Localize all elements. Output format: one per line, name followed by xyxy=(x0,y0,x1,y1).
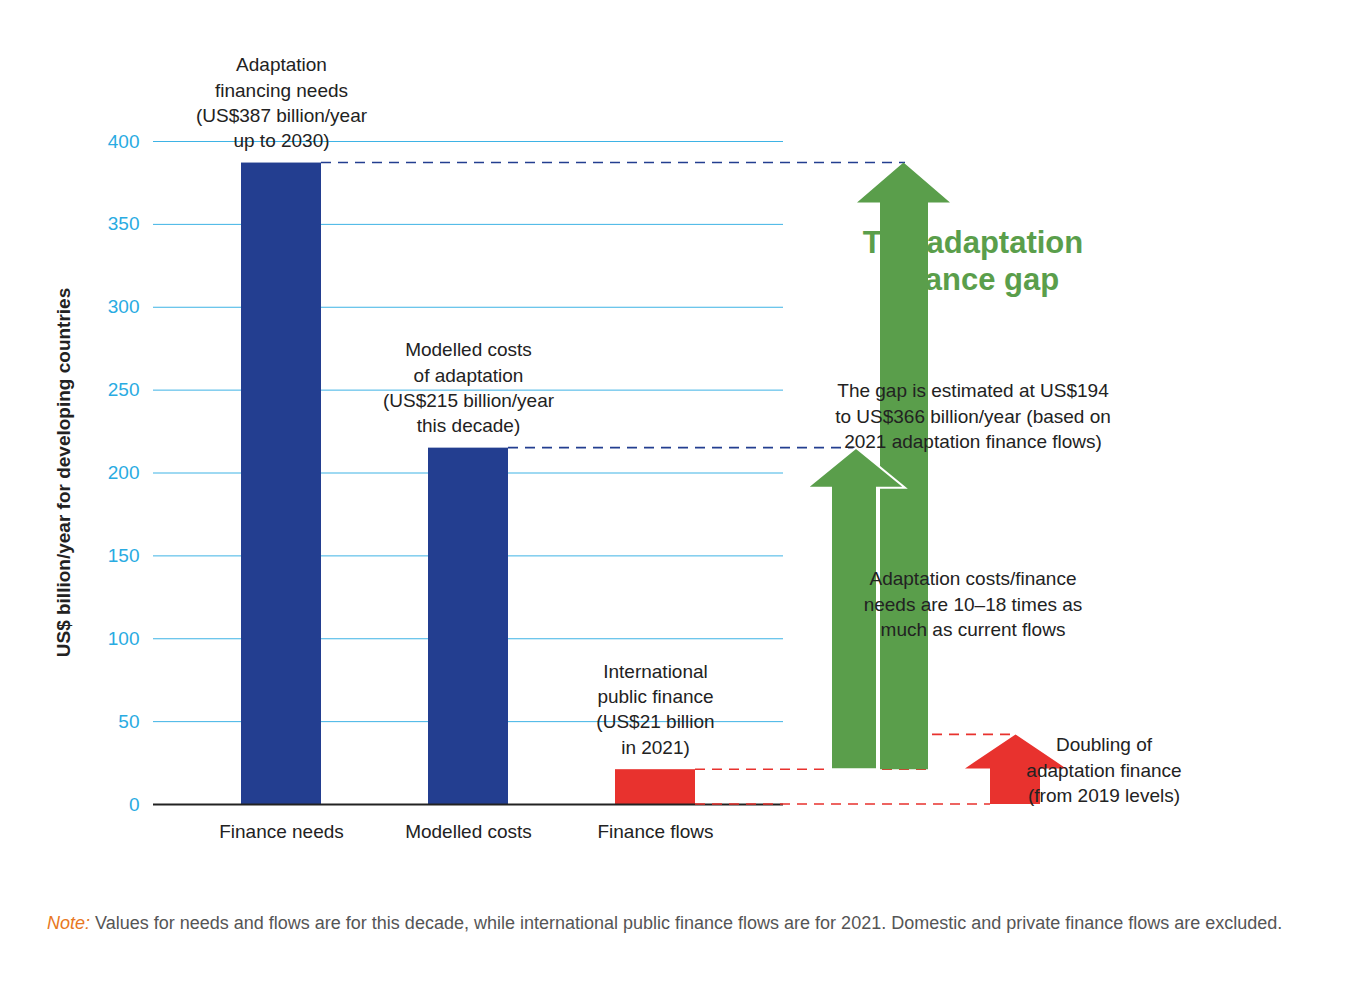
svg-text:Finance needs: Finance needs xyxy=(219,821,344,842)
svg-text:250: 250 xyxy=(108,379,140,400)
svg-text:100: 100 xyxy=(108,628,140,649)
svg-text:Adaptation costs/financeneeds: Adaptation costs/financeneeds are 10–18 … xyxy=(864,568,1083,640)
svg-text:Internationalpublic finance(US: Internationalpublic finance(US$21 billio… xyxy=(596,661,714,758)
svg-text:0: 0 xyxy=(129,794,140,815)
html-text:Note: Values for needs and flo: Note: Values for needs and flows are for… xyxy=(47,913,1283,933)
svg-text:US$ billion/year for developin: US$ billion/year for developing countrie… xyxy=(53,288,74,658)
svg-text:Adaptationfinancing needs(US$3: Adaptationfinancing needs(US$387 billion… xyxy=(196,54,368,151)
svg-text:Modelled costs: Modelled costs xyxy=(405,821,532,842)
svg-text:The adaptationfinance gap: The adaptationfinance gap xyxy=(863,225,1083,297)
svg-text:Modelled costsof adaptation(US: Modelled costsof adaptation(US$215 billi… xyxy=(383,339,555,436)
svg-text:300: 300 xyxy=(108,296,140,317)
svg-text:The gap is estimated at US$194: The gap is estimated at US$194to US$366 … xyxy=(835,380,1111,452)
svg-text:400: 400 xyxy=(108,131,140,152)
svg-text:50: 50 xyxy=(118,711,139,732)
svg-text:150: 150 xyxy=(108,545,140,566)
svg-text:200: 200 xyxy=(108,462,140,483)
svg-text:350: 350 xyxy=(108,213,140,234)
svg-text:Doubling ofadaptation finance(: Doubling ofadaptation finance(from 2019 … xyxy=(1026,734,1181,806)
svg-text:Finance flows: Finance flows xyxy=(597,821,713,842)
